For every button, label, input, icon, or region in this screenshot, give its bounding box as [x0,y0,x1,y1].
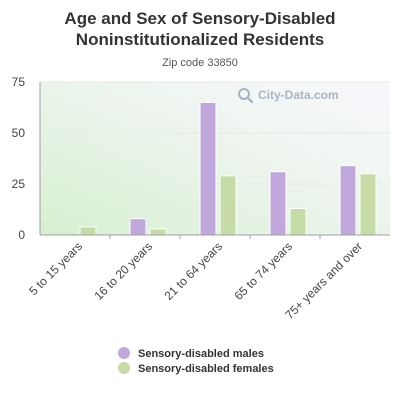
bar [79,226,97,236]
magnifier-icon [238,88,254,104]
chart-title-line-1: Age and Sex of Sensory-Disabled [64,9,335,28]
watermark: City-Data.com [238,88,339,104]
y-tick-label: 75 [12,75,26,89]
bar [269,171,287,236]
bar [359,173,377,236]
bar [219,175,237,236]
bar [149,228,167,236]
bar [129,218,147,236]
legend: Sensory-disabled males Sensory-disabled f… [118,347,274,375]
y-tick-label: 0 [18,228,25,242]
bar [339,165,357,236]
x-tick-label: 16 to 20 years [91,239,155,303]
x-tick-label: 21 to 64 years [161,239,225,303]
legend-label: Sensory-disabled females [138,363,274,375]
y-tick-label: 25 [12,177,26,191]
bar [199,101,217,236]
legend-swatch [118,347,130,359]
y-tick-label: 50 [12,126,26,140]
x-tick-label: 65 to 74 years [231,239,295,303]
x-tick-label: 5 to 15 years [26,239,85,298]
watermark-text: City-Data.com [258,88,339,102]
legend-label: Sensory-disabled males [138,348,264,360]
legend-swatch [118,362,130,374]
chart-title-line-2: Noninstitutionalized Residents [76,30,324,49]
bar [289,207,307,236]
chart-subtitle: Zip code 33850 [162,57,238,69]
x-tick-label: 75+ years and over [282,239,365,322]
bars-layer [79,101,377,236]
